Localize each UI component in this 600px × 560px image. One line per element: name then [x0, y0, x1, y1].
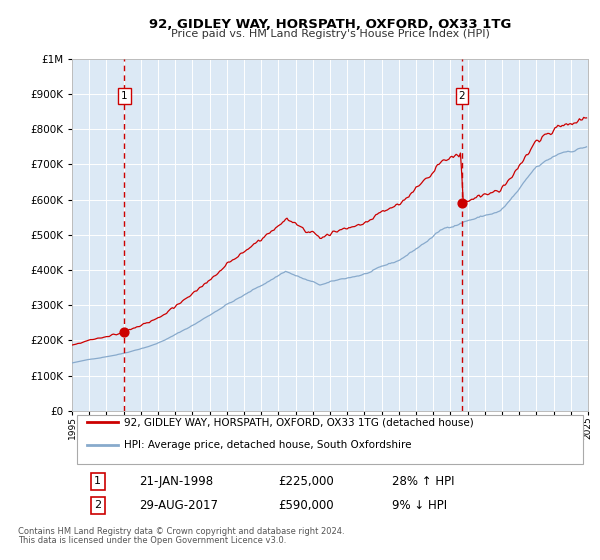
Text: 29-AUG-2017: 29-AUG-2017 — [139, 499, 218, 512]
Text: 28% ↑ HPI: 28% ↑ HPI — [392, 475, 454, 488]
Text: 2: 2 — [94, 501, 101, 510]
Text: £225,000: £225,000 — [278, 475, 334, 488]
Text: Price paid vs. HM Land Registry's House Price Index (HPI): Price paid vs. HM Land Registry's House … — [170, 29, 490, 39]
Text: 1: 1 — [94, 476, 101, 486]
Text: £590,000: £590,000 — [278, 499, 334, 512]
Text: This data is licensed under the Open Government Licence v3.0.: This data is licensed under the Open Gov… — [18, 536, 286, 545]
Text: 1: 1 — [121, 91, 128, 101]
Text: 21-JAN-1998: 21-JAN-1998 — [139, 475, 213, 488]
Text: 92, GIDLEY WAY, HORSPATH, OXFORD, OX33 1TG: 92, GIDLEY WAY, HORSPATH, OXFORD, OX33 1… — [149, 18, 511, 31]
FancyBboxPatch shape — [77, 415, 583, 464]
Text: Contains HM Land Registry data © Crown copyright and database right 2024.: Contains HM Land Registry data © Crown c… — [18, 528, 344, 536]
Text: 2: 2 — [458, 91, 465, 101]
Point — [119, 327, 129, 336]
Text: 92, GIDLEY WAY, HORSPATH, OXFORD, OX33 1TG (detached house): 92, GIDLEY WAY, HORSPATH, OXFORD, OX33 1… — [124, 417, 473, 427]
Text: 9% ↓ HPI: 9% ↓ HPI — [392, 499, 447, 512]
Text: HPI: Average price, detached house, South Oxfordshire: HPI: Average price, detached house, Sout… — [124, 440, 411, 450]
Point — [457, 199, 467, 208]
